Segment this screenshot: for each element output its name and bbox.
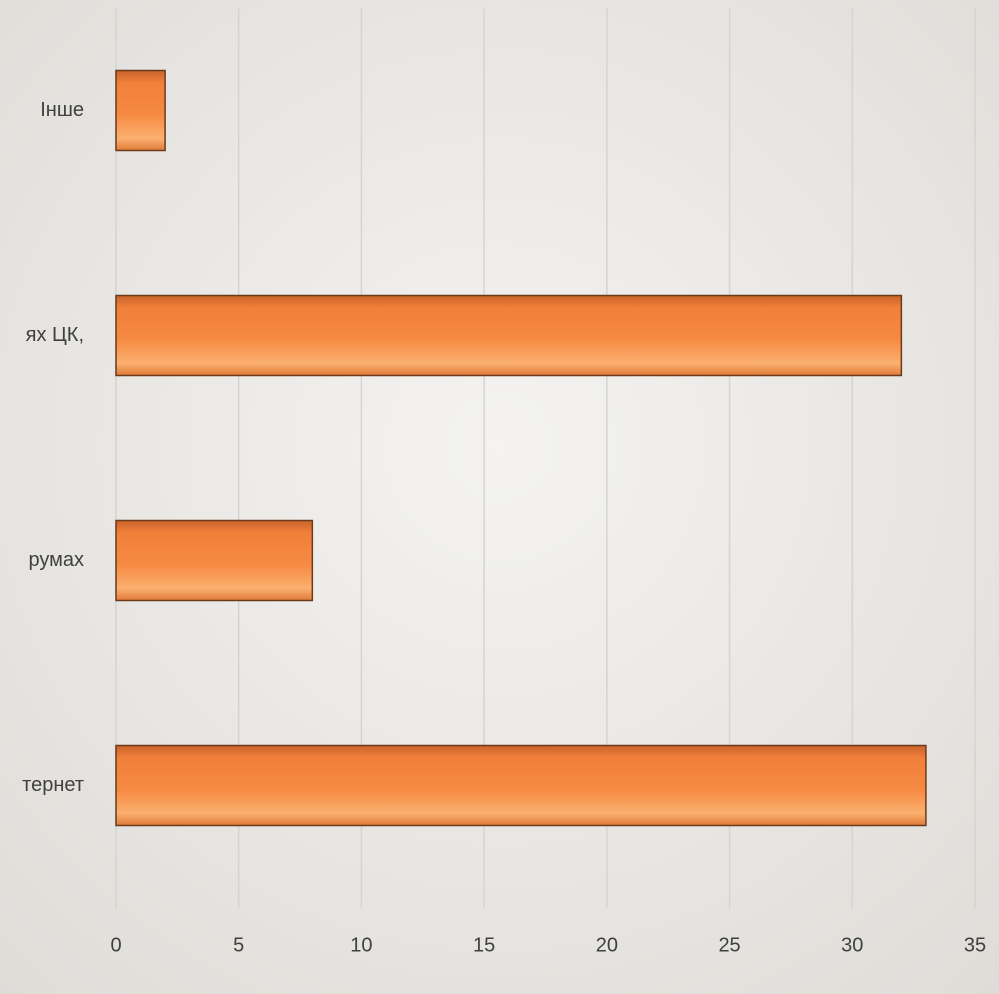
bar	[115, 69, 166, 152]
bar	[115, 294, 903, 377]
y-tick-label: румах	[28, 549, 84, 571]
bar	[115, 744, 927, 827]
bar	[115, 519, 314, 602]
x-tick-label: 10	[350, 934, 372, 956]
y-tick-label: ях ЦК,	[26, 324, 84, 346]
x-tick-label: 20	[596, 934, 618, 956]
x-tick-label: 5	[233, 934, 244, 956]
x-tick-label: 35	[964, 934, 986, 956]
x-tick-label: 15	[473, 934, 495, 956]
x-tick-label: 0	[110, 934, 121, 956]
x-tick-label: 30	[841, 934, 863, 956]
y-tick-label: Інше	[40, 99, 84, 121]
x-tick-label: 25	[718, 934, 740, 956]
y-tick-label: тернет	[22, 774, 84, 796]
